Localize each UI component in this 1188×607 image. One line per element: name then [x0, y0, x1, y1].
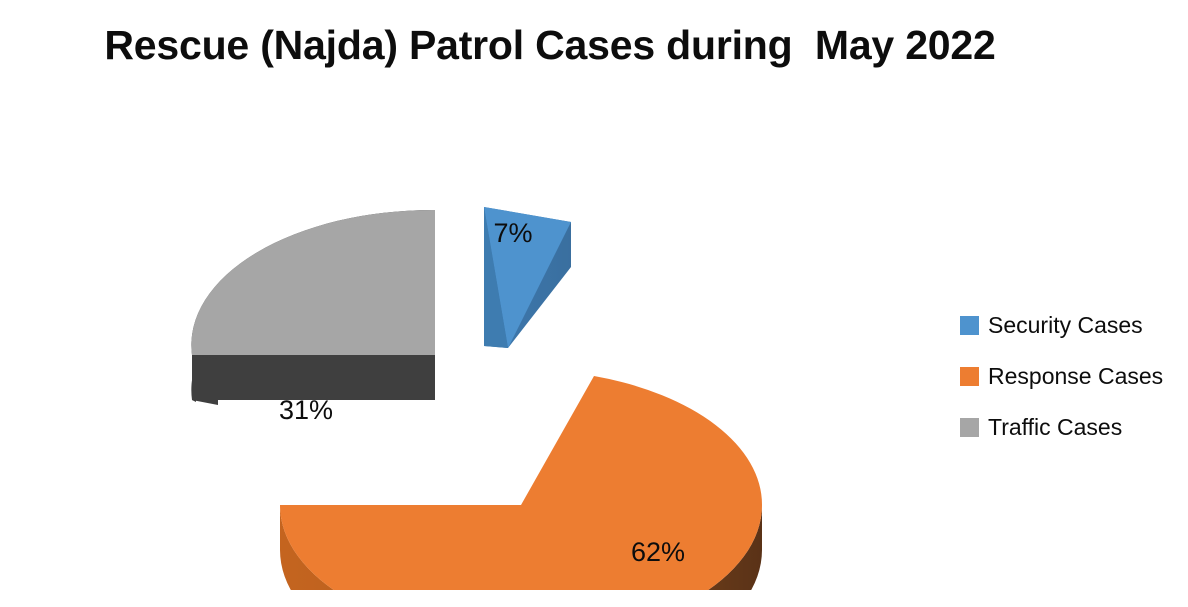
- slice-label-security: 7%: [493, 218, 532, 248]
- legend-swatch-icon-security-cases: [960, 316, 979, 335]
- pie-slice-traffic-3d-edge: [192, 355, 218, 405]
- legend-swatch-icon-traffic-cases: [960, 418, 979, 437]
- pie-svg: 62% 31%: [191, 207, 763, 590]
- legend-label-response-cases: Response Cases: [988, 363, 1164, 389]
- pie-slice-response: [280, 376, 763, 590]
- legend-swatch-icon-response-cases: [960, 367, 979, 386]
- pie-slice-traffic: [191, 209, 435, 355]
- legend-label-security-cases: Security Cases: [988, 312, 1143, 338]
- slice-label-response: 62%: [631, 537, 685, 567]
- plot-area: 62% 31%: [0, 150, 900, 590]
- legend-item-response-cases[interactable]: Response Cases: [960, 351, 1175, 402]
- legend-item-traffic-cases[interactable]: Traffic Cases: [960, 402, 1175, 453]
- slice-label-traffic: 31%: [279, 395, 333, 425]
- legend-item-security-cases[interactable]: Security Cases: [960, 300, 1175, 351]
- chart-title: Rescue (Najda) Patrol Cases during May 2…: [104, 22, 996, 68]
- pie-slice-security: [484, 207, 571, 348]
- chart-legend: Security Cases Response Cases Traffic Ca…: [960, 300, 1175, 453]
- legend-label-traffic-cases: Traffic Cases: [988, 414, 1123, 440]
